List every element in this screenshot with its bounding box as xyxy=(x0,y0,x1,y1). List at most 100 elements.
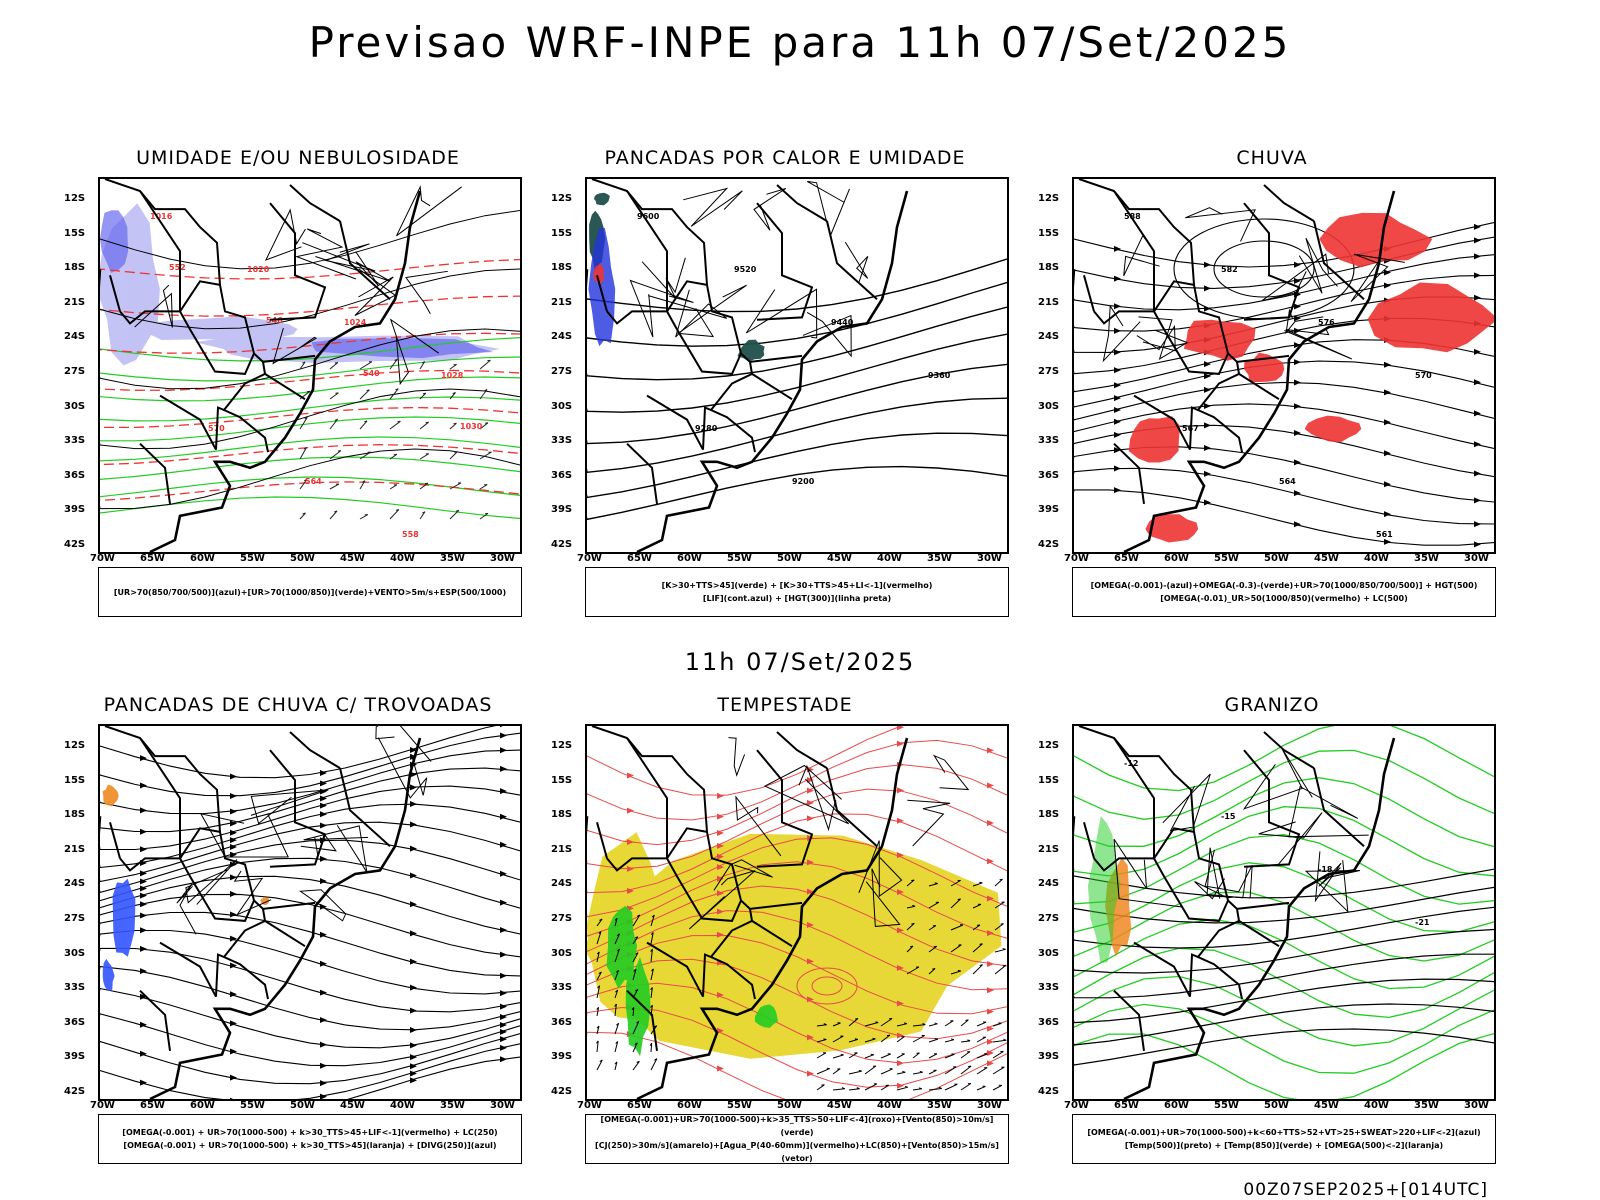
contour-label: 9360 xyxy=(928,371,951,380)
panel-pancadas-trovoadas: PANCADAS DE CHUVA C/ TROVOADAS 12S 15S 18S 2… xyxy=(58,694,538,1184)
lon-tick-label: 40W xyxy=(1364,1100,1389,1111)
legend-line: [OMEGA(-0.01)_UR>50(1000/850)(vermelho) … xyxy=(1160,594,1408,603)
map-svg xyxy=(100,726,520,1099)
lon-tick-label: 45W xyxy=(340,553,365,564)
map-area: 588 582 576 570 567 564 561 xyxy=(1072,177,1496,554)
legend-line: [OMEGA(-0.001) + UR>70(1000-500) + k>30_… xyxy=(123,1141,497,1150)
panel-legend: [OMEGA(-0.001)+UR>70(1000-500)+k>35_TTS>… xyxy=(585,1114,1009,1164)
lon-tick-label: 55W xyxy=(727,553,752,564)
lat-tick-label: 33S xyxy=(551,435,573,447)
lat-tick-label: 15S xyxy=(1038,227,1060,239)
lon-tick-label: 40W xyxy=(1364,553,1389,564)
lon-tick-label: 45W xyxy=(1314,1100,1339,1111)
lat-tick-label: 33S xyxy=(1038,435,1060,447)
lon-tick-label: 70W xyxy=(90,553,115,564)
panel-chuva: CHUVA 588 582 576 570 567 564 561 12S 15S 18S 21S 24… xyxy=(1032,147,1512,637)
lat-tick-label: 21S xyxy=(64,296,86,308)
panel-legend: [OMEGA(-0.001)+UR>70(1000-500)+k<60+TTS>… xyxy=(1072,1114,1496,1164)
lat-tick-label: 15S xyxy=(64,227,86,239)
lat-tick-label: 12S xyxy=(64,740,86,751)
lon-tick-label: 60W xyxy=(677,553,702,564)
contour-label: -21 xyxy=(1415,918,1430,927)
contour-label: 9520 xyxy=(734,265,757,274)
lon-tick-label: 45W xyxy=(827,553,852,564)
contour-label: 9440 xyxy=(831,318,854,327)
lon-tick-label: 50W xyxy=(777,1100,802,1111)
lon-tick-label: 65W xyxy=(627,1100,652,1111)
contour-label: 540 xyxy=(363,369,380,378)
panel-tempestade: TEMPESTADE 12S 15S 18S 21S 24S 27S 30S 33S 36S 39S… xyxy=(545,694,1025,1184)
lon-tick-label: 65W xyxy=(140,553,165,564)
contour-label: 1030 xyxy=(460,422,483,431)
lon-tick-label: 55W xyxy=(240,553,265,564)
model-run-label: 00Z07SEP2025+[014UTC] xyxy=(1243,1180,1488,1200)
lat-tick-label: 30S xyxy=(551,947,573,959)
lat-tick-label: 36S xyxy=(1038,469,1060,481)
map-area: -12 -15 -18 -21 xyxy=(1072,724,1496,1101)
contour-label: -18 xyxy=(1318,865,1333,874)
lat-tick-label: 18S xyxy=(1038,809,1060,821)
lat-tick-label: 18S xyxy=(1038,262,1060,274)
lat-tick-label: 39S xyxy=(1038,504,1060,516)
lat-tick-label: 15S xyxy=(64,774,86,786)
lon-tick-label: 40W xyxy=(877,553,902,564)
lon-tick-label: 60W xyxy=(677,1100,702,1111)
legend-line: [Temp(500)](preto) + [Temp(850)](verde) … xyxy=(1124,1141,1444,1150)
lon-tick-label: 30W xyxy=(977,1100,1002,1111)
lat-tick-label: 42S xyxy=(551,1086,573,1097)
lon-tick-label: 45W xyxy=(827,1100,852,1111)
lon-tick-label: 40W xyxy=(390,1100,415,1111)
lat-tick-label: 39S xyxy=(1038,1051,1060,1063)
panel-umidade: UMIDADE E/OU NEBULOSIDADE 1016 1020 1024 102… xyxy=(58,147,538,637)
contour-label: 1024 xyxy=(344,318,367,327)
lat-tick-label: 12S xyxy=(551,740,573,751)
lat-tick-label: 21S xyxy=(1038,843,1060,855)
lon-tick-label: 30W xyxy=(490,1100,515,1111)
lat-tick-label: 33S xyxy=(1038,982,1060,994)
lat-tick-label: 30S xyxy=(1038,947,1060,959)
map-area xyxy=(585,724,1009,1101)
lat-tick-label: 15S xyxy=(551,227,573,239)
lon-tick-label: 35W xyxy=(1414,553,1439,564)
lat-tick-label: 27S xyxy=(64,913,86,924)
lat-tick-label: 36S xyxy=(551,1016,573,1028)
lat-tick-label: 30S xyxy=(551,400,573,412)
legend-line: [CJ(250)>30m/s](amarelo)+[Agua_P(40-60mm… xyxy=(595,1141,999,1163)
lon-tick-label: 35W xyxy=(440,553,465,564)
lat-tick-label: 21S xyxy=(64,843,86,855)
lon-tick-label: 55W xyxy=(240,1100,265,1111)
lon-tick-label: 70W xyxy=(1064,1100,1089,1111)
legend-line: [OMEGA(-0.001)-(azul)+OMEGA(-0.3)-(verde… xyxy=(1090,581,1478,590)
lat-tick-label: 24S xyxy=(551,878,573,890)
lat-tick-label: 30S xyxy=(64,400,86,412)
lat-tick-label: 27S xyxy=(64,366,86,377)
lat-tick-label: 21S xyxy=(551,296,573,308)
lon-tick-label: 50W xyxy=(1264,1100,1289,1111)
lon-tick-label: 55W xyxy=(727,1100,752,1111)
lat-tick-label: 24S xyxy=(64,331,86,343)
lon-tick-label: 60W xyxy=(190,1100,215,1111)
map-area xyxy=(98,724,522,1101)
lat-tick-label: 42S xyxy=(64,1086,86,1097)
panel-legend: [K>30+TTS>45](verde) + [K>30+TTS>45+LI<-… xyxy=(585,567,1009,617)
page-title: Previsao WRF-INPE para 11h 07/Set/2025 xyxy=(308,18,1292,67)
panel-title: TEMPESTADE xyxy=(717,694,853,716)
contour-label: 1028 xyxy=(441,371,464,380)
lat-tick-label: 27S xyxy=(551,913,573,924)
lat-tick-label: 39S xyxy=(64,504,86,516)
lon-tick-label: 40W xyxy=(877,1100,902,1111)
lon-tick-label: 70W xyxy=(577,1100,602,1111)
lon-tick-label: 60W xyxy=(1164,553,1189,564)
lat-tick-label: 36S xyxy=(64,1016,86,1028)
map-svg: 9600 9520 9440 9360 9280 9200 xyxy=(587,179,1007,552)
panel-pancadas-calor: PANCADAS POR CALOR E UMIDADE 9600 9520 9440… xyxy=(545,147,1025,637)
forecast-time-label: 11h 07/Set/2025 xyxy=(684,648,916,676)
lat-tick-label: 15S xyxy=(1038,774,1060,786)
lat-tick-label: 15S xyxy=(551,774,573,786)
lat-tick-label: 27S xyxy=(551,366,573,377)
panel-legend: [UR>70(850/700/500)](azul)+[UR>70(1000/8… xyxy=(98,567,522,617)
lon-tick-label: 45W xyxy=(340,1100,365,1111)
lat-tick-label: 24S xyxy=(1038,331,1060,343)
contour-label: 1016 xyxy=(150,212,173,221)
